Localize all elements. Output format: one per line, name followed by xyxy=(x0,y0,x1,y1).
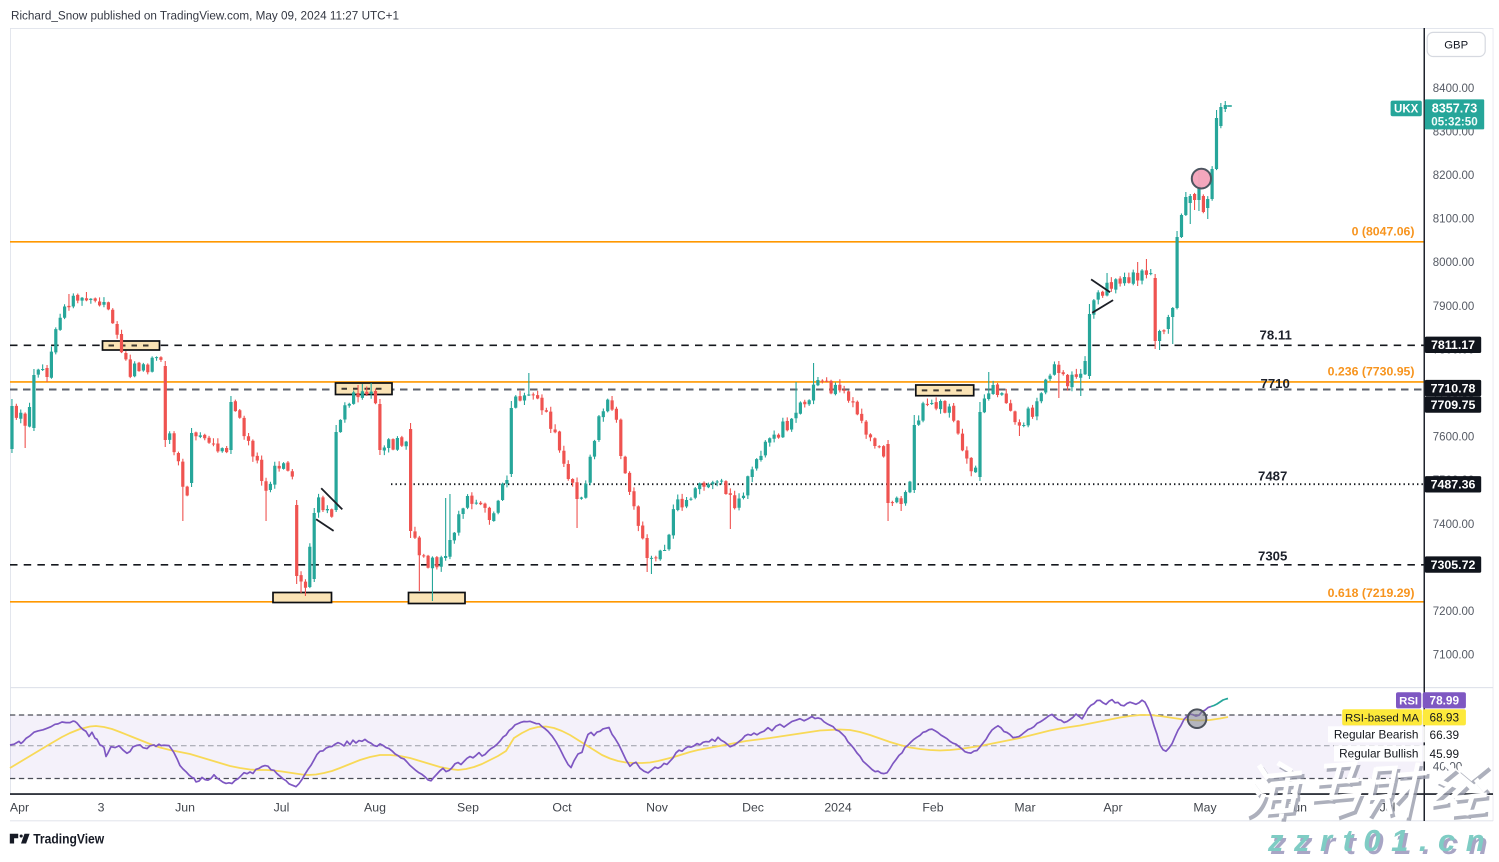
svg-text:UKX: UKX xyxy=(1394,103,1419,115)
svg-text:45.99: 45.99 xyxy=(1430,747,1460,761)
svg-text:7100.00: 7100.00 xyxy=(1433,648,1475,662)
svg-text:05:32:50: 05:32:50 xyxy=(1431,116,1477,129)
svg-text:7710.78: 7710.78 xyxy=(1431,382,1476,396)
svg-text:TradingView: TradingView xyxy=(33,832,104,847)
svg-text:7200.00: 7200.00 xyxy=(1433,604,1475,618)
svg-text:RSI-based MA: RSI-based MA xyxy=(1345,713,1419,725)
svg-text:Jul: Jul xyxy=(274,801,290,815)
svg-text:Regular Bullish: Regular Bullish xyxy=(1339,747,1418,761)
svg-text:0.236 (7730.95): 0.236 (7730.95) xyxy=(1328,365,1415,379)
svg-text:78.99: 78.99 xyxy=(1430,694,1460,708)
svg-text:8357.73: 8357.73 xyxy=(1432,102,1478,116)
svg-text:8200.00: 8200.00 xyxy=(1433,168,1475,182)
svg-text:78.11: 78.11 xyxy=(1260,328,1292,343)
svg-text:8100.00: 8100.00 xyxy=(1433,212,1475,226)
svg-text:0 (8047.06): 0 (8047.06) xyxy=(1352,225,1415,239)
svg-text:Feb: Feb xyxy=(922,801,943,815)
svg-text:Mar: Mar xyxy=(1014,801,1035,815)
svg-text:7900.00: 7900.00 xyxy=(1433,299,1475,313)
svg-text:Nov: Nov xyxy=(646,801,669,815)
svg-text:Dec: Dec xyxy=(742,801,764,815)
svg-text:7811.17: 7811.17 xyxy=(1431,338,1475,352)
svg-text:66.39: 66.39 xyxy=(1430,728,1460,742)
svg-text:7487: 7487 xyxy=(1258,469,1287,484)
svg-text:Oct: Oct xyxy=(552,801,572,815)
svg-text:GBP: GBP xyxy=(1444,40,1468,52)
svg-text:May: May xyxy=(1193,801,1217,815)
svg-text:7710: 7710 xyxy=(1261,376,1290,391)
svg-text:zzrt01.cn: zzrt01.cn xyxy=(1270,826,1498,857)
svg-text:7709.75: 7709.75 xyxy=(1431,398,1476,412)
svg-text:RSI: RSI xyxy=(1399,696,1418,708)
svg-text:7400.00: 7400.00 xyxy=(1433,517,1475,531)
svg-text:Jun: Jun xyxy=(175,801,195,815)
svg-text:Richard_Snow published on Trad: Richard_Snow published on TradingView.co… xyxy=(11,9,399,23)
svg-text:7600.00: 7600.00 xyxy=(1433,430,1475,444)
svg-text:3: 3 xyxy=(98,801,105,815)
svg-text:7305.72: 7305.72 xyxy=(1431,558,1476,572)
svg-text:Apr: Apr xyxy=(10,801,29,815)
svg-text:8000.00: 8000.00 xyxy=(1433,255,1475,269)
svg-text:8400.00: 8400.00 xyxy=(1433,81,1475,95)
svg-text:2024: 2024 xyxy=(824,801,852,815)
svg-text:zzrt01.cn: zzrt01.cn xyxy=(1267,823,1495,857)
svg-text:Regular Bearish: Regular Bearish xyxy=(1334,728,1419,742)
svg-text:Apr: Apr xyxy=(1103,801,1122,815)
svg-text:Aug: Aug xyxy=(364,801,386,815)
svg-text:68.93: 68.93 xyxy=(1430,711,1460,725)
svg-text:0.618 (7219.29): 0.618 (7219.29) xyxy=(1328,586,1415,600)
svg-text:7305: 7305 xyxy=(1258,549,1287,564)
svg-text:Sep: Sep xyxy=(457,801,479,815)
svg-text:7487.36: 7487.36 xyxy=(1431,478,1476,492)
